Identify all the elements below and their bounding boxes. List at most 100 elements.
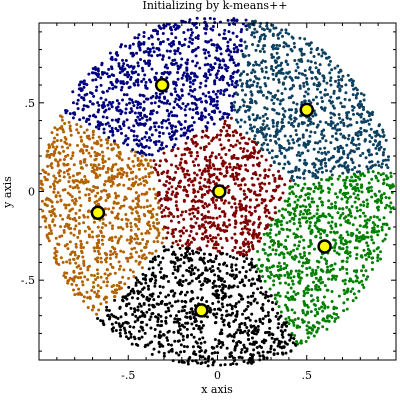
data-point [312,190,316,193]
data-point [190,264,194,268]
data-point [140,256,144,260]
data-point [94,115,98,119]
data-point [381,172,385,176]
data-point [252,342,256,346]
data-point [238,323,242,327]
data-point [148,227,152,231]
data-point [258,25,262,29]
data-point [52,182,55,186]
data-point [251,19,254,23]
data-point [284,295,288,299]
data-point [160,215,164,219]
data-point [220,246,224,250]
data-point [147,36,151,40]
data-point [333,126,337,130]
data-point [216,243,220,247]
data-point [209,63,213,67]
data-point [265,266,269,270]
data-point [327,277,331,281]
data-point [360,269,364,273]
data-point [172,106,176,110]
data-point [341,192,345,196]
data-point [201,92,205,96]
data-point [115,99,119,103]
data-point [180,166,184,170]
data-point [136,80,140,84]
data-point [311,270,315,274]
data-point [276,291,280,295]
data-point [96,225,100,229]
data-point [301,135,305,139]
data-point [366,275,370,279]
data-point [234,63,238,67]
data-point [271,72,275,76]
data-point [154,163,158,167]
data-point [286,210,290,214]
data-point [319,232,323,236]
data-point [126,75,130,79]
data-point [298,158,302,162]
data-point [297,71,301,75]
data-point [82,263,86,267]
data-point [263,242,267,246]
data-point [203,230,207,234]
data-point [74,211,78,215]
data-point [316,150,320,154]
data-point [197,324,201,328]
data-point [83,158,87,162]
data-point [301,133,305,137]
data-point [265,24,269,28]
data-point [95,234,99,238]
data-point [140,122,144,126]
data-point [128,97,132,101]
data-point [155,236,159,240]
data-point [271,69,275,73]
data-point [250,71,254,75]
data-point [236,120,240,124]
data-point [286,275,290,279]
data-point [238,281,242,285]
data-point [179,213,183,217]
data-point [114,315,118,319]
data-point [61,217,65,221]
data-point [261,148,265,152]
data-point [198,226,202,230]
data-point [274,233,278,237]
data-point [245,253,249,257]
data-point [275,121,279,125]
data-point [135,121,139,125]
data-point [221,291,225,295]
data-point [353,173,357,177]
data-point [301,320,305,324]
data-point [283,328,287,332]
data-point [326,122,330,126]
data-point [206,236,210,240]
data-point [185,290,189,294]
data-point [62,149,66,153]
data-point [148,117,152,121]
data-point [114,58,118,62]
data-point [376,253,380,257]
data-point [271,188,275,192]
data-point [156,29,160,33]
data-point [92,285,95,289]
data-point [263,126,267,130]
data-point [92,170,96,174]
data-point [192,135,196,139]
data-point [277,253,281,257]
data-point [75,184,79,188]
data-point [196,345,200,349]
data-point [362,211,365,215]
data-point [285,305,289,309]
data-point [59,138,63,142]
data-point [355,234,359,238]
data-point [303,158,307,162]
data-point [339,120,343,124]
data-point [246,240,250,244]
data-point [328,99,332,103]
data-point [156,32,160,36]
data-point [82,79,86,83]
data-point [252,221,256,225]
data-point [123,73,127,77]
data-point [204,56,208,60]
